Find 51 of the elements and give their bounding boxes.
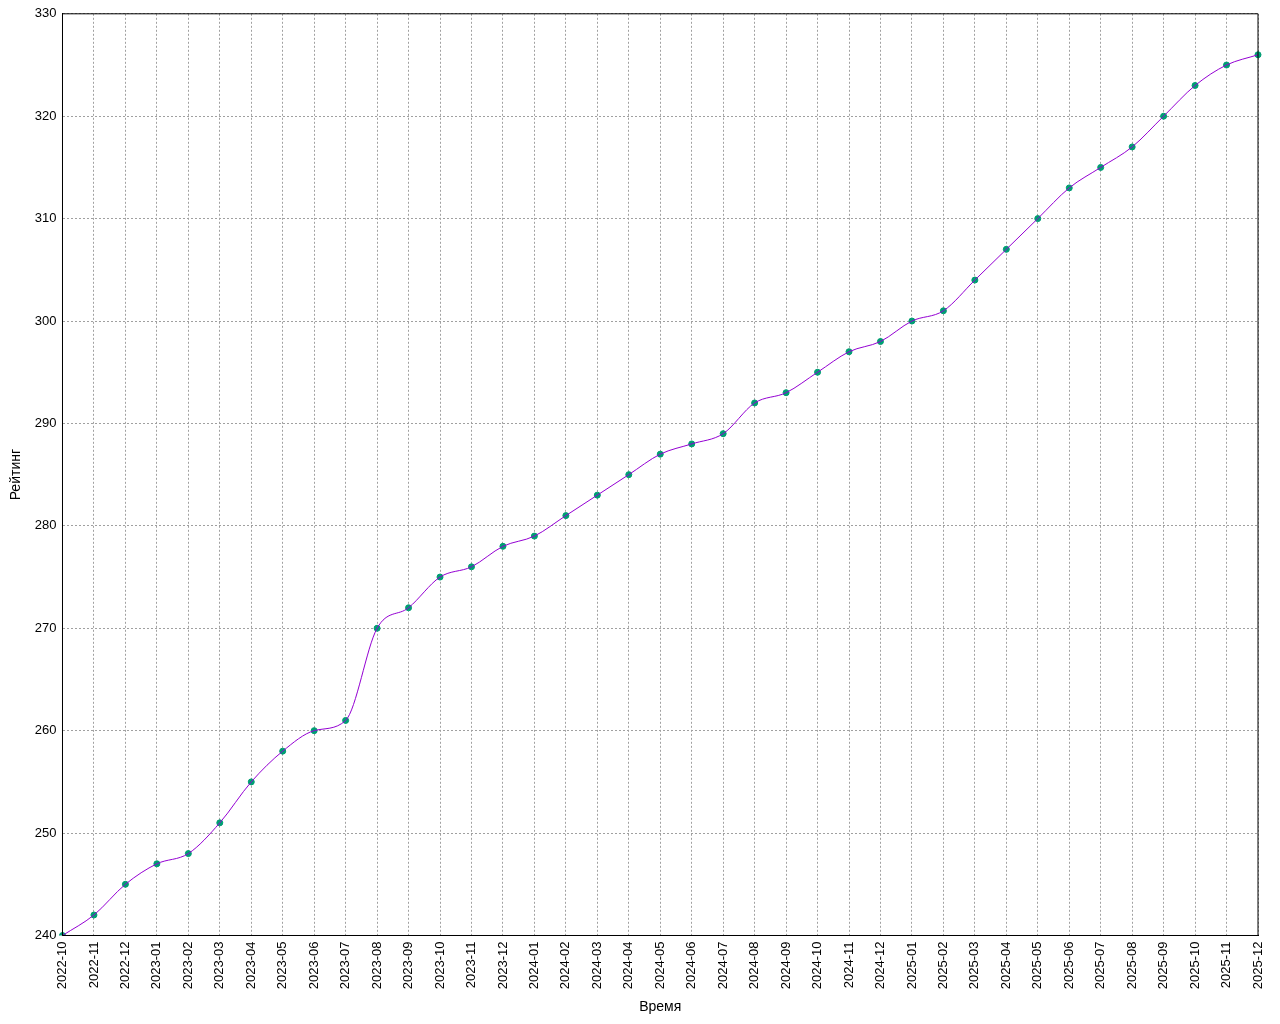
x-tick-label: 2023-09: [400, 941, 416, 990]
x-tick-label: 2025-09: [1155, 941, 1171, 990]
x-tick-label: 2023-08: [368, 941, 384, 990]
x-tick-label: 2024-10: [809, 941, 825, 990]
x-tick-label: 2025-12: [1249, 941, 1265, 990]
x-tick-label: 2024-01: [525, 941, 541, 990]
x-axis-title: Время: [639, 998, 682, 1015]
y-tick-label: 320: [34, 107, 57, 123]
x-tick-label: 2024-04: [620, 941, 636, 990]
x-tick-label: 2024-12: [872, 941, 888, 990]
y-tick-label: 280: [34, 517, 57, 533]
y-axis-title: Рейтинг: [7, 448, 24, 501]
x-tick-label: 2024-03: [588, 941, 604, 990]
x-tick-label: 2022-10: [54, 941, 70, 990]
x-tick-label: 2023-03: [211, 941, 227, 990]
x-tick-label: 2024-08: [746, 941, 762, 990]
y-tick-label: 260: [34, 722, 57, 738]
x-tick-label: 2023-06: [305, 941, 321, 990]
x-tick-label: 2023-02: [179, 941, 195, 990]
x-tick-label: 2023-11: [463, 941, 479, 989]
x-tick-label: 2025-10: [1186, 941, 1202, 990]
y-tick-label: 270: [34, 619, 57, 635]
x-tick-label: 2023-04: [242, 941, 258, 990]
x-tick-label: 2023-10: [431, 941, 447, 990]
x-tick-label: 2024-06: [683, 941, 699, 990]
x-tick-label: 2022-12: [116, 941, 132, 990]
x-tick-label: 2023-01: [148, 941, 164, 990]
x-tick-label: 2025-06: [1060, 941, 1076, 990]
x-tick-label: 2025-08: [1123, 941, 1139, 990]
y-tick-label: 330: [34, 5, 57, 21]
x-tick-label: 2024-09: [777, 941, 793, 990]
y-tick-label: 290: [34, 415, 57, 431]
x-tick-label: 2025-11: [1218, 941, 1234, 989]
x-tick-label: 2025-02: [934, 941, 950, 990]
y-tick-label: 300: [34, 312, 57, 328]
x-tick-label: 2025-04: [997, 941, 1013, 990]
y-tick-label: 250: [34, 824, 57, 840]
x-tick-label: 2022-11: [85, 941, 101, 989]
x-tick-label: 2023-12: [494, 941, 510, 990]
x-tick-label: 2025-07: [1092, 941, 1108, 990]
x-tick-label: 2025-05: [1029, 941, 1045, 990]
x-tick-label: 2024-07: [714, 941, 730, 990]
x-tick-label: 2024-02: [557, 941, 573, 990]
x-tick-label: 2024-05: [651, 941, 667, 990]
x-tick-label: 2024-11: [840, 941, 856, 989]
x-tick-label: 2023-07: [337, 941, 353, 990]
y-tick-label: 240: [34, 927, 57, 943]
x-tick-label: 2025-01: [903, 941, 919, 990]
y-tick-label: 310: [34, 210, 57, 226]
x-tick-label: 2023-05: [274, 941, 290, 990]
x-tick-label: 2025-03: [966, 941, 982, 990]
